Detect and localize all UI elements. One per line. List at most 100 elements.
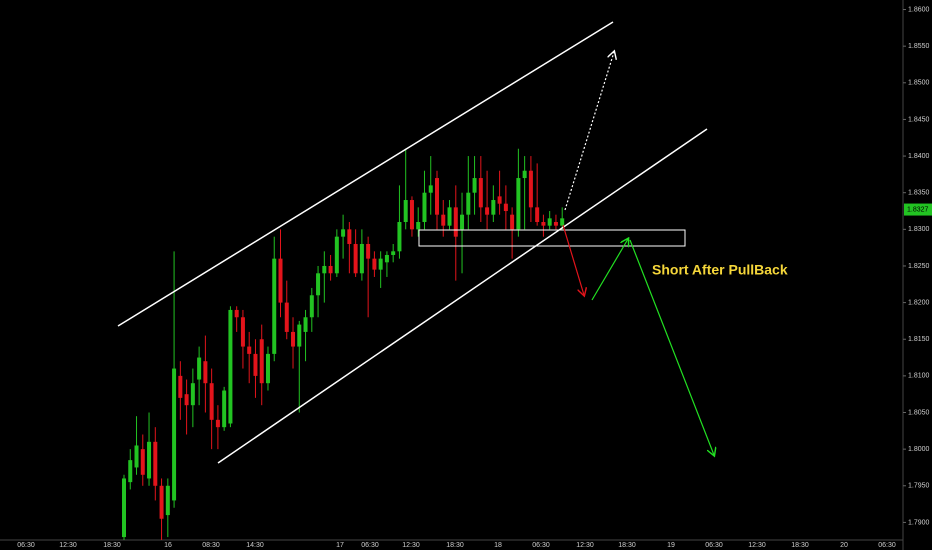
x-tick-label: 18:30 <box>791 542 809 549</box>
candle-body <box>428 185 433 193</box>
candle-body <box>516 178 521 230</box>
candle-body <box>372 258 377 270</box>
x-tick-label: 12:30 <box>402 542 420 549</box>
x-tick-label: 12:30 <box>576 542 594 549</box>
last-price-label: 1.8327 <box>907 206 929 213</box>
candle-body <box>303 317 308 332</box>
arrow-dotted <box>564 52 614 211</box>
candle-body <box>503 203 508 212</box>
arrow-pullback <box>591 239 628 301</box>
candle-body <box>291 331 296 347</box>
x-tick-label: 18:30 <box>618 542 636 549</box>
x-tick-label: 18:30 <box>446 542 464 549</box>
y-tick-label: 1.7950 <box>908 483 930 490</box>
candle-body <box>309 295 314 318</box>
candle-body <box>284 302 289 332</box>
candle-body <box>278 258 283 303</box>
x-tick-label: 12:30 <box>748 542 766 549</box>
candle-body <box>265 353 270 384</box>
candle-body <box>409 200 414 230</box>
candle-body <box>466 192 471 215</box>
candle-body <box>435 178 439 215</box>
candle-body <box>535 207 540 223</box>
candle-body <box>478 178 483 208</box>
candle-body <box>497 196 502 204</box>
candle-body <box>403 200 408 223</box>
candle-body <box>172 368 177 501</box>
candle-body <box>347 229 352 244</box>
candle-body <box>159 485 164 519</box>
arrow-short <box>629 239 714 455</box>
channel-lower <box>217 128 708 464</box>
candle-body <box>190 383 195 406</box>
y-tick-label: 1.8150 <box>908 336 930 343</box>
drawings <box>117 21 714 464</box>
candle-body <box>153 441 158 486</box>
candle-body <box>134 445 139 468</box>
y-tick-label: 1.8450 <box>908 116 930 123</box>
candle-body <box>253 353 258 376</box>
y-tick-label: 1.8500 <box>908 80 930 87</box>
candle-body <box>491 200 496 215</box>
candle-body <box>297 324 302 347</box>
candle-body <box>328 265 333 274</box>
candle-body <box>472 178 477 193</box>
x-tick-label: 12:30 <box>59 542 77 549</box>
channel-upper <box>117 21 614 327</box>
candle-body <box>560 218 565 226</box>
candle-body <box>378 258 383 270</box>
candle-body <box>197 357 202 380</box>
candle-body <box>122 478 126 538</box>
x-tick-label: 14:30 <box>246 542 264 549</box>
x-tick-label: 17 <box>336 542 344 549</box>
y-tick-label: 1.8100 <box>908 373 930 380</box>
candle-body <box>528 170 533 208</box>
candle-body <box>165 485 170 516</box>
x-tick-label: 06:30 <box>878 542 896 549</box>
x-tick-label: 06:30 <box>532 542 550 549</box>
candle-body <box>316 273 321 296</box>
candle-body <box>384 254 389 263</box>
x-tick-label: 18 <box>494 542 502 549</box>
y-tick-label: 1.8250 <box>908 263 930 270</box>
y-tick-label: 1.8000 <box>908 446 930 453</box>
x-tick-label: 16 <box>164 542 172 549</box>
candle-body <box>184 394 189 406</box>
x-tick-label: 18:30 <box>103 542 121 549</box>
y-tick-label: 1.8300 <box>908 226 930 233</box>
candle-body <box>397 222 402 252</box>
candle-body <box>522 170 527 179</box>
candle-body <box>215 419 220 428</box>
candle-body <box>366 243 371 259</box>
candle-body <box>422 192 427 223</box>
arrow-red <box>562 224 584 295</box>
candles <box>122 148 565 540</box>
candle-body <box>247 346 252 354</box>
y-tick-label: 1.8400 <box>908 153 930 160</box>
candle-body <box>485 207 490 215</box>
candle-body <box>359 243 364 274</box>
candle-body <box>447 207 452 226</box>
candle-body <box>353 243 358 274</box>
candle-body <box>259 339 264 384</box>
candle-body <box>453 207 458 237</box>
x-tick-label: 06:30 <box>361 542 379 549</box>
candle-body <box>541 222 546 226</box>
x-tick-label: 19 <box>667 542 675 549</box>
candle-body <box>178 375 183 398</box>
candle-body <box>147 441 152 479</box>
x-tick-label: 08:30 <box>202 542 220 549</box>
candle-body <box>234 309 239 318</box>
candle-body <box>240 317 245 347</box>
candle-body <box>140 449 145 475</box>
candle-body <box>322 265 327 274</box>
candle-body <box>391 251 396 255</box>
candle-body <box>222 390 227 428</box>
candle-body <box>341 229 346 237</box>
candle-body <box>553 222 558 226</box>
x-tick-label: 06:30 <box>17 542 35 549</box>
candle-body <box>441 214 446 226</box>
y-tick-label: 1.7900 <box>908 519 930 526</box>
